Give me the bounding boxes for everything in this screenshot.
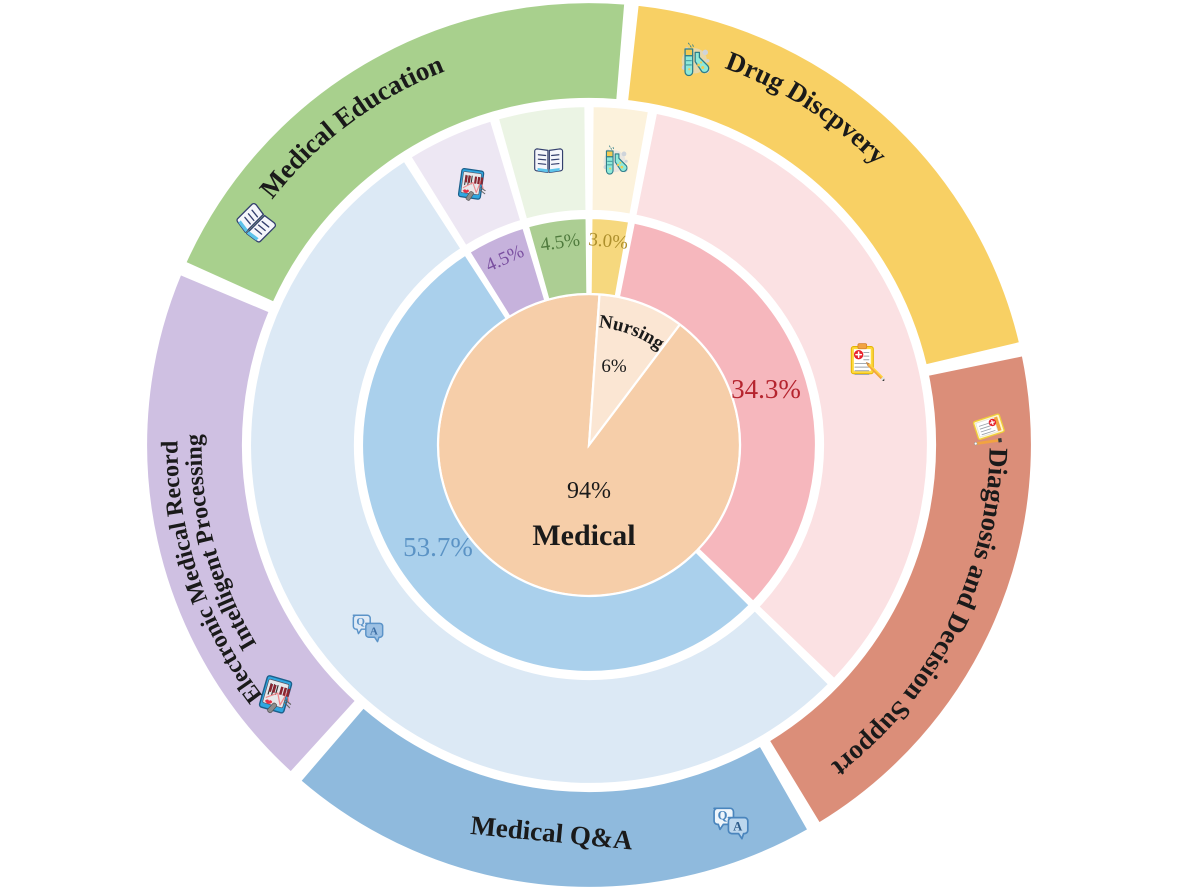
svg-text:Medical: Medical <box>532 519 635 552</box>
svg-text:3.0%: 3.0% <box>588 229 630 254</box>
svg-text:53.7%: 53.7% <box>403 532 473 562</box>
svg-text:6%: 6% <box>601 356 627 377</box>
svg-text:94%: 94% <box>567 478 611 504</box>
svg-text:34.3%: 34.3% <box>731 374 801 404</box>
